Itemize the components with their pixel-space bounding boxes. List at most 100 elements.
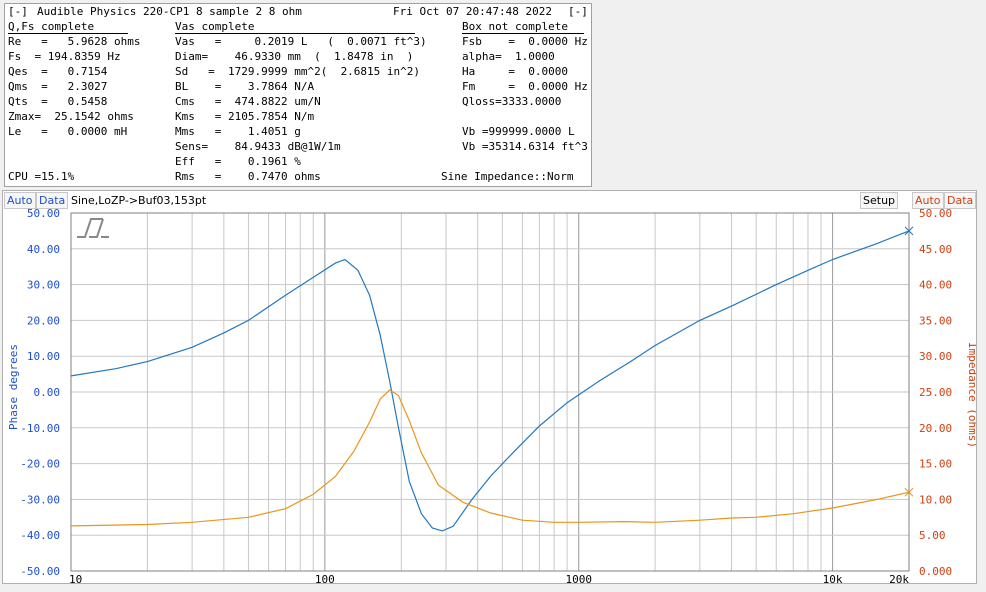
vas-param-value: Eff = 0.1961 %	[175, 155, 301, 168]
y-tick-label-right: 5.00	[919, 529, 946, 542]
logo-icon	[75, 216, 111, 240]
section-box: Box not complete	[462, 20, 568, 33]
vas-param-value: Mms = 1.4051 g	[175, 125, 301, 138]
y-tick-label-right: 20.00	[919, 422, 952, 435]
y-tick-label-left: 20.00	[27, 314, 60, 327]
vas-param-row: Rms = 0.7470 ohms	[5, 169, 591, 184]
parameter-panel: [-] Audible Physics 220-CP1 8 sample 2 8…	[4, 3, 592, 187]
menu-left-button[interactable]: [-]	[8, 5, 28, 18]
qfs-param-row: Zmax= 25.1542 ohms	[5, 109, 591, 124]
qfs-param-value: Re = 5.9628 ohms	[8, 35, 141, 48]
box-param-row: Fm = 0.0000 Hz	[5, 79, 591, 94]
qfs-param-row: Qms = 2.3027	[5, 79, 591, 94]
y-tick-label-right: 35.00	[919, 314, 952, 327]
section-headers: Q,Fs complete Vas complete Box not compl…	[5, 19, 591, 34]
y-tick-label-left: 10.00	[27, 350, 60, 363]
qfs-param-row: Le = 0.0000 mH	[5, 124, 591, 139]
vas-param-value: BL = 3.7864 N/A	[175, 80, 315, 93]
section-vas: Vas complete	[175, 20, 255, 33]
impedance-phase-plot[interactable]: 50.00 40.00 30.00 20.00 10.00 0.00 -10.00 -20.0…	[3, 191, 976, 583]
vas-param-row: Cms = 474.8822 um/N	[5, 94, 591, 109]
menu-right-button[interactable]: [-]	[568, 5, 588, 18]
auto-right-button[interactable]: Auto	[912, 192, 944, 209]
y-tick-label-left: 0.00	[34, 386, 61, 399]
qfs-param-value: Fs = 194.8359 Hz	[8, 50, 121, 63]
impedance-end-marker	[904, 487, 914, 497]
y-tick-label-right: 10.00	[919, 493, 952, 506]
qfs-param-row: Qes = 0.7154	[5, 64, 591, 79]
mode-status: Sine Impedance::Norm	[441, 170, 574, 183]
y-tick-label-left: -20.00	[20, 458, 60, 471]
qfs-param-row: Qts = 0.5458	[5, 94, 591, 109]
vas-param-row: Mms = 1.4051 g	[5, 124, 591, 139]
vas-param-row: Kms = 2105.7854 N/m	[5, 109, 591, 124]
status-row: CPU =15.1% Sine Impedance::Norm	[5, 169, 591, 184]
panel-title: Audible Physics 220-CP1 8 sample 2 8 ohm	[37, 5, 302, 18]
data-left-button[interactable]: Data	[36, 192, 69, 209]
phase-curve	[70, 230, 910, 532]
box-param-value: Vb =999999.0000 L	[462, 125, 575, 138]
vas-param-value: Rms = 0.7470 ohms	[175, 170, 321, 183]
vas-param-value: Sens= 84.9433 dB@1W/1m	[175, 140, 341, 153]
vas-param-value: Diam= 46.9330 mm ( 1.8478 in )	[175, 50, 414, 63]
trace-info: Sine,LoZP->Buf03,153pt	[71, 194, 207, 207]
data-right-button[interactable]: Data	[944, 192, 977, 209]
y-tick-label-left: -50.00	[20, 565, 60, 578]
phase-end-marker	[904, 226, 914, 236]
qfs-param-value: Zmax= 25.1542 ohms	[8, 110, 134, 123]
box-param-value: Qloss=3333.0000	[462, 95, 562, 108]
box-param-row: Vb =35314.6314 ft^3	[5, 139, 591, 154]
section-qfs: Q,Fs complete	[8, 20, 95, 33]
divider-qfs	[8, 33, 128, 34]
vas-param-row: Sd = 1729.9999 mm^2( 2.6815 in^2)	[5, 64, 591, 79]
box-param-value: alpha= 1.0000	[462, 50, 555, 63]
vas-param-row: Vas = 0.2019 L ( 0.0071 ft^3)	[5, 34, 591, 49]
box-param-value: Fm = 0.0000 Hz	[462, 80, 588, 93]
box-param-row: alpha= 1.0000	[5, 49, 591, 64]
setup-button[interactable]: Setup	[860, 192, 899, 209]
vas-param-value: Cms = 474.8822 um/N	[175, 95, 321, 108]
divider-box	[462, 33, 584, 34]
vas-param-row: Sens= 84.9433 dB@1W/1m	[5, 139, 591, 154]
datetime: Fri Oct 07 20:47:48 2022	[393, 5, 552, 18]
x-tick-label: 100	[315, 573, 335, 583]
qfs-param-value: Qes = 0.7154	[8, 65, 108, 78]
y-tick-label-right: 15.00	[919, 458, 952, 471]
x-tick-label: 1000	[565, 573, 592, 583]
plot-frame	[70, 212, 910, 572]
y-tick-label-right: 45.00	[919, 243, 952, 256]
vas-param-value: Kms = 2105.7854 N/m	[175, 110, 315, 123]
y-tick-label-left: 50.00	[27, 207, 60, 220]
divider-vas	[175, 33, 415, 34]
vas-param-value: Vas = 0.2019 L ( 0.0071 ft^3)	[175, 35, 427, 48]
box-param-row: Qloss=3333.0000	[5, 94, 591, 109]
y-tick-label-right: 0.000	[919, 565, 952, 578]
graph-window: Auto Data Sine,LoZP->Buf03,153pt Setup A…	[2, 190, 977, 584]
box-param-value: Fsb = 0.0000 Hz	[462, 35, 588, 48]
x-tick-label: 20k	[889, 573, 909, 583]
qfs-param-value: Qts = 0.5458	[8, 95, 108, 108]
box-param-row: Fsb = 0.0000 Hz	[5, 34, 591, 49]
qfs-param-value: Qms = 2.3027	[8, 80, 108, 93]
y-tick-label-left: -30.00	[20, 493, 60, 506]
impedance-curve	[70, 389, 910, 527]
box-param-row: Vb =999999.0000 L	[5, 124, 591, 139]
box-param-value: Ha = 0.0000	[462, 65, 568, 78]
x-tick-label: 10k	[823, 573, 843, 583]
auto-left-button[interactable]: Auto	[4, 192, 36, 209]
vas-param-row: Diam= 46.9330 mm ( 1.8478 in )	[5, 49, 591, 64]
y-tick-label-left: -40.00	[20, 529, 60, 542]
vas-param-row: Eff = 0.1961 %	[5, 154, 591, 169]
x-tick-label: 10	[69, 573, 82, 583]
qfs-param-row: Re = 5.9628 ohms	[5, 34, 591, 49]
y-tick-label-right: 25.00	[919, 386, 952, 399]
y-tick-label-right: 40.00	[919, 279, 952, 292]
y-tick-label-left: -10.00	[20, 422, 60, 435]
box-param-value: Vb =35314.6314 ft^3	[462, 140, 588, 153]
vas-param-row: BL = 3.7864 N/A	[5, 79, 591, 94]
vas-param-value: Sd = 1729.9999 mm^2( 2.6815 in^2)	[175, 65, 421, 78]
y-axis-label-right: Impedance (ohms)	[966, 342, 976, 448]
y-axis-label-left: Phase degrees	[7, 344, 20, 430]
panel-header: [-] Audible Physics 220-CP1 8 sample 2 8…	[5, 4, 591, 19]
qfs-param-row: Fs = 194.8359 Hz	[5, 49, 591, 64]
